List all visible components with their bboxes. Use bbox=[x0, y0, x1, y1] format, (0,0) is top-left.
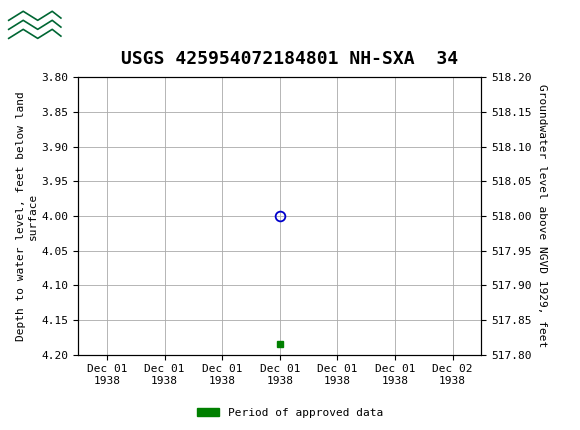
Legend: Period of approved data: Period of approved data bbox=[193, 403, 387, 422]
Text: USGS: USGS bbox=[67, 12, 130, 33]
Y-axis label: Depth to water level, feet below land
surface: Depth to water level, feet below land su… bbox=[16, 91, 38, 341]
Text: USGS 425954072184801 NH-SXA  34: USGS 425954072184801 NH-SXA 34 bbox=[121, 50, 459, 68]
Bar bbox=[6, 3, 64, 42]
Y-axis label: Groundwater level above NGVD 1929, feet: Groundwater level above NGVD 1929, feet bbox=[537, 84, 547, 348]
